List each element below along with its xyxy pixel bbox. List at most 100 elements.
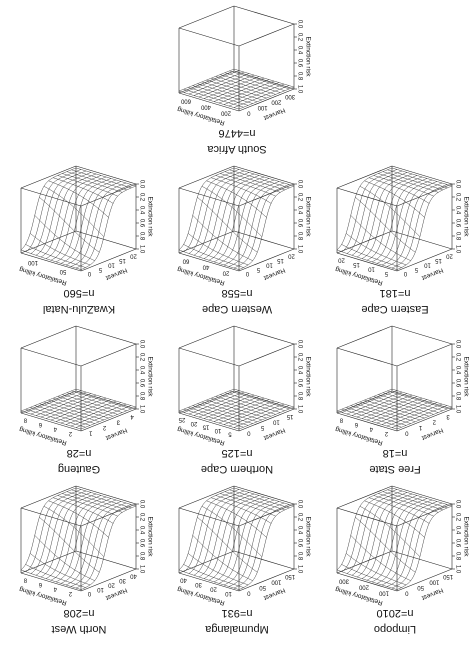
z-tick-label: 1.0 [138,245,144,254]
z-tick-label: 0.8 [138,392,144,401]
z-tick-label: 0.4 [454,206,460,215]
z-tick-label: 0.2 [296,513,302,522]
box-edge [233,165,295,185]
panel-title: Free State [369,463,420,475]
box-edge [233,390,295,410]
z-tick-label: 1.0 [296,565,302,574]
z-tick-label: 0.2 [138,513,144,522]
z-tick-label: 0.2 [454,513,460,522]
box-edge [238,408,295,432]
box-edge [238,88,295,112]
box-edge [396,408,453,432]
harvest-tick-label: 0 [87,270,91,276]
surface-line [25,169,82,252]
surface-line [224,491,285,511]
harvest-tick-label: 10 [97,586,104,592]
harvest-tick-label: 20 [108,581,115,587]
surface-line [341,390,398,413]
harvest-tick-label: 40 [130,573,137,579]
panel: Mpumalanga n=931 0.0 0.2 0.4 0.6 0.8 1.0 Extinct… [176,485,311,635]
z-tick-label: 0.8 [454,552,460,561]
z-tick-label: 0.6 [296,379,302,388]
retaliatory-tick-label: 60 [182,257,189,263]
surface-line [20,388,77,412]
surface-line [336,167,393,251]
z-axis-label: Extinction risk [146,516,153,557]
retaliatory-tick-label: 30 [195,581,202,587]
box-edge [178,252,240,272]
panel-n: n=4476 [218,127,255,139]
z-tick-label: 0.4 [138,366,144,375]
surface-line [178,388,235,412]
retaliatory-tick-label: 4 [53,586,57,592]
surface-line [229,70,290,90]
z-tick-label: 0.4 [296,46,302,55]
retaliatory-tick-label: 100 [27,259,38,265]
panel-title: KwaZulu-Natal [43,303,115,315]
retaliatory-tick-label: 20 [190,420,197,426]
panel: Eastern Cape n=181 0.0 0.2 0.4 0.6 0.8 1.0 Extin… [334,165,469,315]
retaliatory-tick-label: 20 [338,257,345,263]
box-edge [391,165,453,185]
harvest-tick-label: 10 [108,261,115,267]
z-tick-label: 0.2 [138,193,144,202]
harvest-tick-label: 0 [245,270,249,276]
surface-line [382,171,443,191]
z-tick-label: 0.6 [138,539,144,548]
z-tick-label: 0.8 [296,392,302,401]
harvest-tick-label: 0 [403,270,407,276]
z-tick-label: 1.0 [454,245,460,254]
harvest-tick-label: 15 [277,257,284,263]
harvest-tick-label: 100 [429,579,440,585]
panel-n: n=28 [67,447,92,459]
surface-line [233,167,295,187]
box-edge [238,248,295,272]
surface-line [229,169,290,189]
surface-line [387,169,448,189]
panel: Northern Cape n=125 0.0 0.2 0.4 0.6 0.8 1.0 Exti… [176,325,311,475]
harvest-tick-label: 5 [414,266,418,272]
harvest-tick-label: 1 [418,424,422,430]
retaliatory-tick-label: 40 [180,577,187,583]
surface-line [25,390,82,413]
box-edge [20,412,82,432]
z-tick-label: 0.4 [296,366,302,375]
retaliatory-tick-label: 20 [222,269,229,275]
box-edge [20,165,77,189]
box-edge [178,390,235,414]
panel-n: n=558 [222,287,253,299]
box-edge [336,485,393,509]
retaliatory-tick-label: 400 [200,103,211,109]
z-axis-label: Extinction risk [462,356,469,397]
surface-line [66,392,127,411]
z-tick-label: 0.0 [296,500,302,509]
harvest-tick-label: 15 [286,413,293,419]
surface-line [20,569,82,590]
retaliatory-tick-label: 15 [202,423,209,429]
harvest-tick-label: 2 [432,419,436,425]
harvest-tick-label: 50 [259,584,266,590]
surface-line [391,167,453,187]
surface-line [233,388,295,408]
z-tick-label: 0.0 [454,340,460,349]
surface-line [224,72,285,91]
surface-line [178,569,240,590]
harvest-tick-label: 100 [271,579,282,585]
box-edge [336,507,398,527]
panel: Free State n=18 0.0 0.2 0.4 0.6 0.8 1.0 Extincti… [334,325,469,475]
z-tick-label: 0.2 [454,353,460,362]
box-edge [336,230,393,254]
box-edge [178,507,240,527]
z-tick-label: 0.8 [138,232,144,241]
panel: Gauteng n=28 0.0 0.2 0.4 0.6 0.8 1.0 Extinction … [18,325,153,475]
retaliatory-tick-label: 5 [228,431,232,437]
retaliatory-tick-label: 10 [368,266,375,272]
z-tick-label: 0.4 [296,526,302,535]
harvest-tick-label: 5 [256,266,260,272]
z-tick-label: 1.0 [138,565,144,574]
box-edge [336,550,393,574]
box-edge [396,248,453,272]
z-tick-label: 0.0 [454,500,460,509]
rotated-figure: Limpopo n=2010 0.0 0.2 0.4 0.6 0.8 1.0 Extinctio… [18,5,469,635]
